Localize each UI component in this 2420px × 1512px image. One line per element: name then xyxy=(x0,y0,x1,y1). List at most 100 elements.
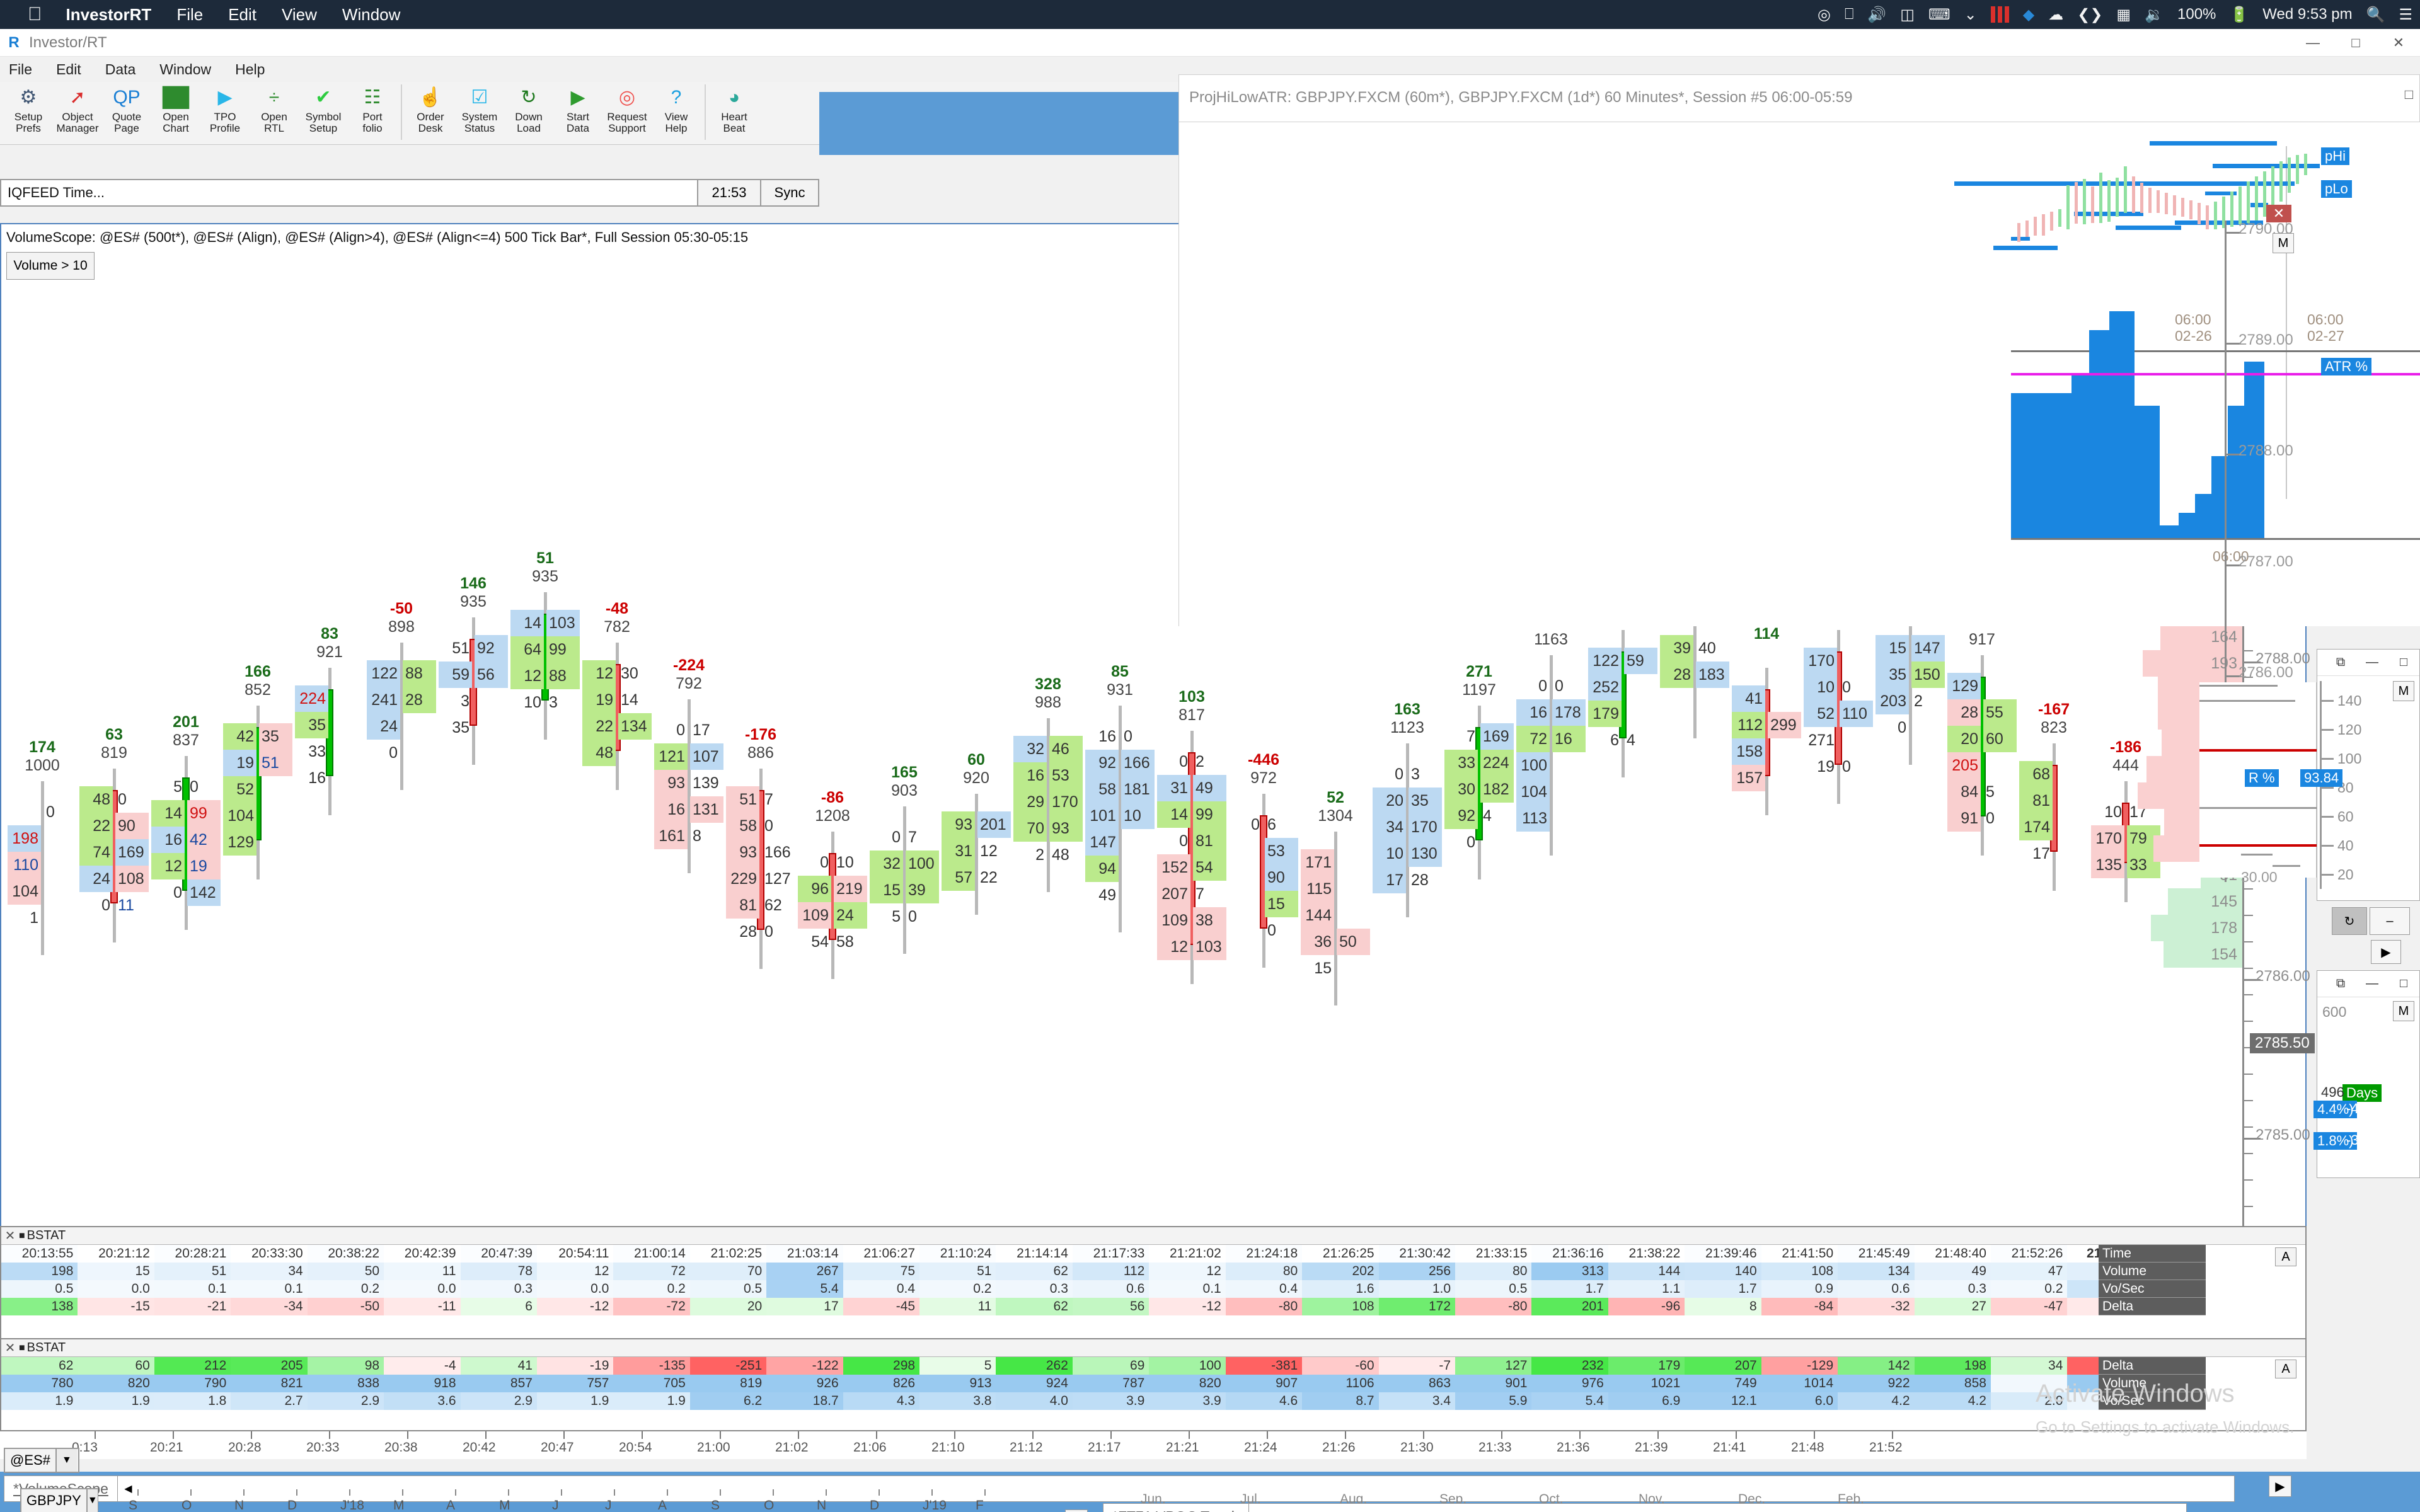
month-axis[interactable]: S O N D J'18 M A M J J A S O N D J'19 F xyxy=(107,1489,1071,1512)
footprint-bid-cell[interactable]: 109 xyxy=(798,902,831,929)
keyboard-icon[interactable]: ⌨ xyxy=(1928,6,1950,23)
footprint-ask-cell[interactable]: 166 xyxy=(764,843,791,861)
footprint-bid-cell[interactable]: 170 xyxy=(1804,648,1837,674)
footprint-ask-cell[interactable]: 4 xyxy=(1483,806,1492,825)
footprint-ask-cell[interactable]: 130 xyxy=(1409,840,1442,867)
footprint-ask-cell[interactable]: 50 xyxy=(1337,929,1370,955)
bstat-vosec-cell[interactable]: 0.3 xyxy=(996,1280,1073,1298)
close-button[interactable]: ✕ xyxy=(2392,35,2405,50)
footprint-bid-cell[interactable]: 198 xyxy=(8,825,41,852)
footprint-bid-cell[interactable]: 15 xyxy=(1876,635,1909,662)
footprint-bid-cell[interactable]: 17 xyxy=(2032,844,2050,862)
menu-edit[interactable]: Edit xyxy=(56,60,81,77)
footprint-bar[interactable]: -224 792 0 17 121 107 93 139 16 131 161 8 xyxy=(653,282,725,1419)
bstat-vosec-cell[interactable]: 0.0 xyxy=(536,1280,614,1298)
footprint-bid-cell[interactable]: 14 xyxy=(151,800,185,827)
bstat-delta-cell[interactable]: -251 xyxy=(689,1357,767,1375)
footprint-ask-cell[interactable]: 81 xyxy=(1193,828,1226,854)
footprint-bid-cell[interactable]: 241 xyxy=(367,687,400,713)
iqfeed-input[interactable]: IQFEED Time... xyxy=(0,179,698,207)
footprint-bid-cell[interactable]: 147 xyxy=(1085,829,1119,856)
footprint-ask-cell[interactable]: 103 xyxy=(546,610,580,636)
bstat-time-cell[interactable]: 20:42:39 xyxy=(384,1245,461,1263)
bstat-delta-cell[interactable]: 34 xyxy=(1990,1357,2068,1375)
footprint-bid-cell[interactable]: 104 xyxy=(223,803,256,829)
bstat-vosec-cell[interactable]: 1.6 xyxy=(1302,1280,1379,1298)
footprint-bid-cell[interactable]: 57 xyxy=(942,864,975,891)
bstat-vosec-cell[interactable]: 4.0 xyxy=(996,1392,1073,1410)
toolbar-button-quote-page[interactable]: QP Quote Page xyxy=(102,82,151,142)
footprint-bid-cell[interactable]: 10 xyxy=(1804,674,1837,701)
footprint-ask-cell[interactable]: 8 xyxy=(693,827,701,845)
footprint-ask-cell[interactable]: 0 xyxy=(46,803,55,821)
footprint-ask-cell[interactable]: 3 xyxy=(549,693,558,711)
chevron-down-icon[interactable]: ▼ xyxy=(55,1449,77,1472)
volume-profile-row[interactable]: 145 xyxy=(2130,888,2242,915)
bstat-delta-cell[interactable]: 41 xyxy=(460,1357,537,1375)
bstat-vosec-cell[interactable]: 0.4 xyxy=(1225,1280,1303,1298)
bstat-delta-cell[interactable]: 198 xyxy=(1914,1357,1991,1375)
footprint-bar[interactable]: 166 852 42 35 19 51 52 104 129 xyxy=(222,282,294,1419)
footprint-bid-cell[interactable]: 19 xyxy=(1817,757,1835,776)
bstat-volume-cell[interactable]: 15 xyxy=(78,1263,154,1280)
bstat-volume-cell[interactable]: 705 xyxy=(613,1375,690,1392)
footprint-bid-cell[interactable]: 32 xyxy=(1013,736,1047,762)
collapse-button[interactable]: – xyxy=(2370,907,2410,935)
bstat-volume-cell[interactable]: 11 xyxy=(384,1263,461,1280)
footprint-ask-cell[interactable]: 0 xyxy=(764,816,773,835)
footprint-bar[interactable]: -446 972 0 6 53 90 15 0 xyxy=(1228,282,1299,1419)
footprint-ask-cell[interactable]: 7 xyxy=(1196,885,1204,903)
footprint-bid-cell[interactable]: 17 xyxy=(1373,867,1406,893)
bstat-time-cell[interactable]: 21:41:50 xyxy=(1761,1245,1838,1263)
menu-help[interactable]: Help xyxy=(235,60,265,77)
bstat-top-a-button[interactable]: A xyxy=(2275,1247,2296,1266)
bstat-vosec-cell[interactable]: 1.1 xyxy=(1608,1280,1685,1298)
footprint-bid-cell[interactable]: 31 xyxy=(1157,775,1190,801)
footprint-bid-cell[interactable]: 161 xyxy=(654,823,688,849)
footprint-ask-cell[interactable]: 169 xyxy=(115,839,149,866)
footprint-bid-cell[interactable]: 0 xyxy=(676,721,685,739)
footprint-bid-cell[interactable]: 207 xyxy=(1157,881,1190,907)
footprint-bid-cell[interactable]: 93 xyxy=(654,770,688,796)
secondary-close-button[interactable]: ✕ xyxy=(2266,205,2291,222)
toolbar-button-download[interactable]: ↻ Down Load xyxy=(504,82,553,142)
chevron-down-icon[interactable]: ▼ xyxy=(86,1489,98,1512)
bstat-vosec-cell[interactable]: 0.5 xyxy=(689,1280,767,1298)
bstat-vosec-cell[interactable]: 0.2 xyxy=(1990,1280,2068,1298)
footprint-bid-cell[interactable]: 68 xyxy=(2019,761,2053,788)
bstat-vosec-cell[interactable]: 0.5 xyxy=(1,1280,78,1298)
bstat-volume-cell[interactable]: 913 xyxy=(919,1375,996,1392)
footprint-bid-cell[interactable]: 0 xyxy=(820,853,829,871)
footprint-bid-cell[interactable]: 16 xyxy=(151,827,185,853)
footprint-bid-cell[interactable]: 271 xyxy=(1808,731,1835,749)
bstat-volume-cell[interactable]: 47 xyxy=(1990,1263,2068,1280)
bstat-delta-cell[interactable]: -34 xyxy=(231,1298,308,1315)
restore-icon[interactable]: ⧉ xyxy=(2336,976,2346,990)
footprint-ask-cell[interactable]: 142 xyxy=(187,879,221,906)
bstat-vosec-cell[interactable]: 0.6 xyxy=(1838,1280,1915,1298)
footprint-ask-cell[interactable]: 39 xyxy=(906,877,939,903)
footprint-ask-cell[interactable]: 0 xyxy=(1555,677,1564,695)
secondary-m-button[interactable]: M xyxy=(2273,233,2294,253)
footprint-ask-cell[interactable]: 17 xyxy=(693,721,710,739)
macos-menu-file[interactable]: File xyxy=(162,4,203,24)
footprint-bid-cell[interactable]: 179 xyxy=(1588,701,1622,727)
bstat-delta-cell[interactable]: 207 xyxy=(1685,1357,1761,1375)
bstat-volume-cell[interactable]: 857 xyxy=(460,1375,537,1392)
footprint-bid-cell[interactable]: 52 xyxy=(1804,701,1837,727)
pct1-badge[interactable]: 4.4%) xyxy=(2313,1101,2358,1118)
bstat-volume-cell[interactable]: 202 xyxy=(1302,1263,1379,1280)
footprint-ask-cell[interactable]: 11 xyxy=(118,896,134,914)
battery-icon[interactable]: 🔋 xyxy=(2230,6,2249,23)
toolbar-button-heart-beat[interactable]: ◕ Heart Beat xyxy=(710,82,759,142)
footprint-bar[interactable]: 60 920 93 201 31 12 57 22 xyxy=(940,282,1012,1419)
bstat-delta-cell[interactable]: -45 xyxy=(843,1298,920,1315)
footprint-bar[interactable]: 146 935 51 92 59 56 3 35 xyxy=(437,282,509,1419)
bstat-volume-cell[interactable]: 901 xyxy=(1455,1375,1532,1392)
bstat-volume-cell[interactable]: 108 xyxy=(1761,1263,1838,1280)
bstat-vosec-cell[interactable]: 0.2 xyxy=(307,1280,384,1298)
footprint-bid-cell[interactable]: 51 xyxy=(452,639,470,657)
footprint-bid-cell[interactable]: 24 xyxy=(79,866,113,892)
footprint-ask-cell[interactable]: 5 xyxy=(1986,782,1995,801)
footprint-ask-cell[interactable]: 201 xyxy=(977,811,1011,838)
